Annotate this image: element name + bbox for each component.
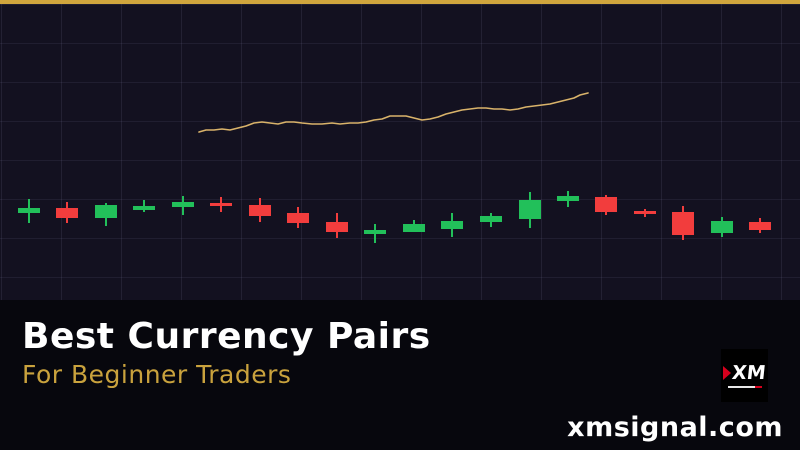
underline-red-segment: [754, 385, 762, 388]
candlestick-chart: [18, 92, 771, 243]
xm-logo: XM: [721, 349, 768, 402]
caption-band: [0, 300, 800, 450]
play-triangle-icon: [723, 366, 732, 380]
xm-logo-row: XM: [723, 361, 767, 384]
page-subtitle: For Beginner Traders: [22, 360, 292, 389]
underline-white-segment: [727, 385, 755, 388]
candlestick-chart-area: [0, 4, 800, 300]
page-title: Best Currency Pairs: [22, 316, 431, 357]
top-accent-bar: [0, 0, 800, 4]
website-url: xmsignal.com: [567, 412, 783, 443]
xm-logo-underline: [727, 385, 762, 388]
xm-logo-text: XM: [731, 361, 767, 384]
